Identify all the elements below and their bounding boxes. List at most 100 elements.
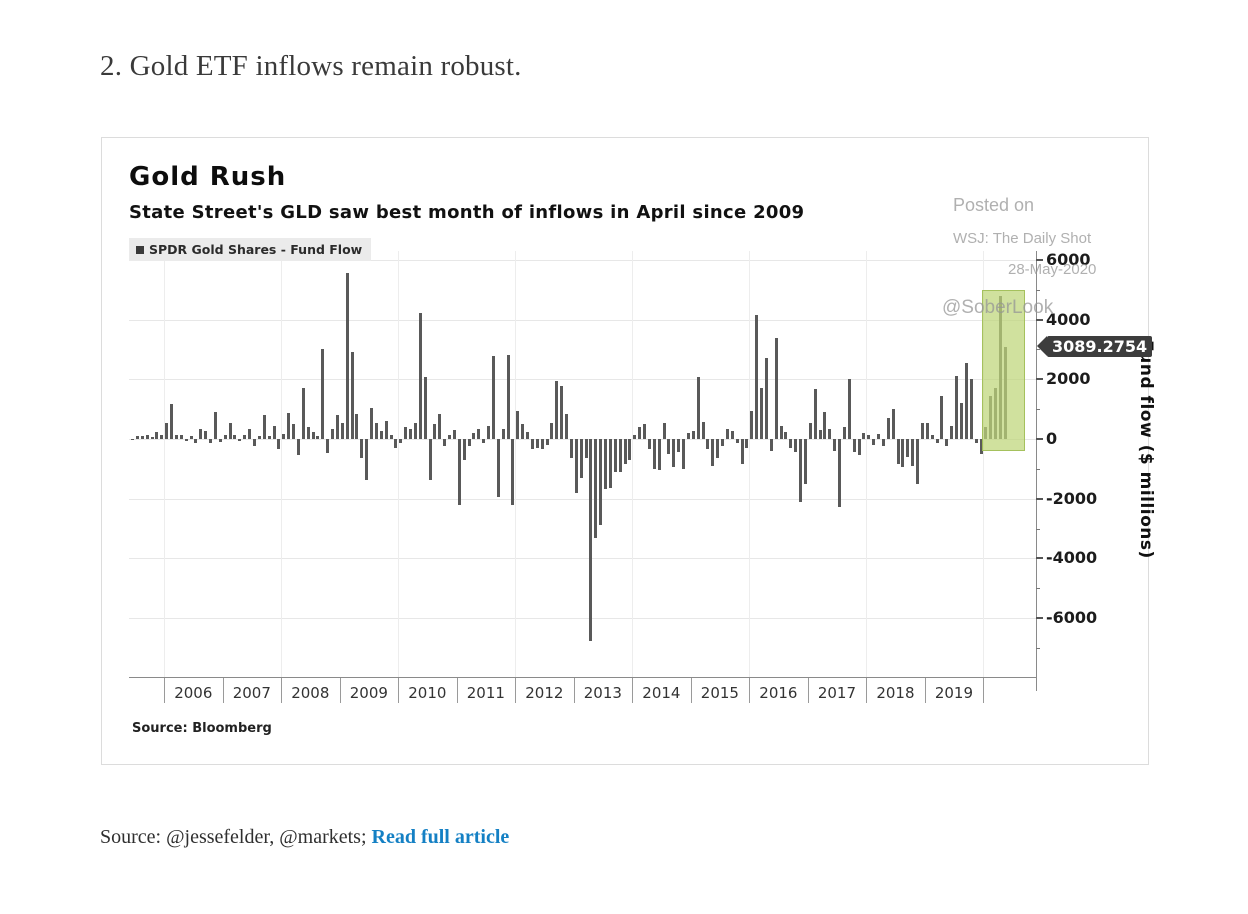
fund-flow-bar (613, 439, 617, 472)
y-axis-tick (1036, 557, 1043, 560)
x-axis-tick (924, 678, 926, 703)
fund-flow-bar (906, 439, 910, 457)
fund-flow-bar (652, 439, 656, 469)
fund-flow-bar (696, 376, 700, 439)
fund-flow-bar (257, 436, 261, 439)
fund-flow-bar (384, 421, 388, 439)
fund-flow-bar (608, 439, 612, 489)
fund-flow-bar (301, 387, 305, 439)
fund-flow-bar (272, 425, 276, 439)
fund-flow-bar (443, 439, 447, 447)
x-tick-label: 2009 (349, 684, 388, 702)
watermark-posted-on: Posted on (953, 195, 1035, 215)
fund-flow-bar (311, 432, 315, 439)
fund-flow-bar (920, 422, 924, 439)
fund-flow-bar (916, 439, 920, 484)
fund-flow-bar (521, 424, 525, 439)
fund-flow-bar (530, 439, 534, 450)
x-axis-tick (690, 678, 692, 703)
fund-flow-bar (526, 431, 530, 439)
fund-flow-bar (150, 437, 154, 439)
fund-flow-bar (930, 434, 934, 439)
fund-flow-bar (686, 433, 690, 439)
fund-flow-bar (467, 439, 471, 447)
fund-flow-bar (740, 439, 744, 465)
y-axis-minor-tick (1036, 409, 1040, 411)
x-axis-tick (866, 678, 868, 703)
x-axis-tick (983, 678, 985, 703)
y-axis-tick (1036, 438, 1043, 440)
fund-flow-bar (209, 439, 213, 443)
gridline-v (515, 251, 517, 677)
fund-flow-bar (267, 436, 271, 439)
fund-flow-bar (160, 434, 164, 439)
fund-flow-bar (755, 314, 759, 439)
fund-flow-bar (462, 439, 466, 460)
fund-flow-bar (823, 412, 827, 439)
chart-subtitle: State Street's GLD saw best month of inf… (129, 202, 805, 223)
fund-flow-bar (409, 428, 413, 439)
fund-flow-bar (662, 422, 666, 439)
gridline-v (632, 251, 634, 677)
fund-flow-bar (218, 439, 222, 442)
fund-flow-bar (491, 356, 495, 439)
fund-flow-bar (238, 439, 242, 441)
x-tick-label: 2016 (759, 684, 798, 702)
fund-flow-bar (472, 433, 476, 439)
fund-flow-bar (847, 379, 851, 439)
fund-flow-bar (657, 439, 661, 471)
fund-flow-bar (789, 439, 793, 448)
x-tick-label: 2013 (583, 684, 622, 702)
fund-flow-bar (867, 434, 871, 439)
x-axis-tick (281, 678, 283, 703)
x-axis-tick (222, 678, 224, 703)
fund-flow-bar (204, 430, 208, 439)
last-value-label: 3089.2754 (1047, 335, 1153, 357)
fund-flow-bar (833, 439, 837, 451)
x-tick-label: 2012 (525, 684, 564, 702)
fund-flow-bar (857, 439, 861, 456)
fund-flow-bar (501, 428, 505, 439)
fund-flow-bar (350, 352, 354, 439)
fund-flow-bar (248, 428, 252, 439)
fund-flow-bar (682, 439, 686, 469)
x-axis-tick (339, 678, 341, 703)
fund-flow-bar (881, 439, 885, 447)
fund-flow-bar (140, 436, 144, 439)
y-axis-tick (1036, 497, 1043, 500)
y-axis-tick (1036, 617, 1043, 620)
fund-flow-bar (394, 439, 398, 448)
y-tick-label: 6000 (1046, 249, 1091, 269)
fund-flow-bar (448, 434, 452, 439)
fund-flow-bar (535, 439, 539, 448)
fund-flow-bar (574, 439, 578, 493)
x-tick-label: 2014 (642, 684, 681, 702)
fund-flow-bar (321, 349, 325, 439)
footer-source-text: Source: @jessefelder, @markets; (100, 826, 372, 848)
read-full-article-link[interactable]: Read full article (371, 826, 510, 848)
fund-flow-bar (769, 439, 773, 451)
x-axis-tick (515, 678, 517, 703)
fund-flow-bar (901, 439, 905, 468)
fund-flow-bar (725, 429, 729, 439)
fund-flow-bar (423, 376, 427, 439)
fund-flow-bar (677, 439, 681, 453)
fund-flow-bar (891, 409, 895, 439)
fund-flow-bar (877, 434, 881, 439)
fund-flow-bar (643, 424, 647, 439)
y-tick-label: 0 (1046, 429, 1058, 448)
x-axis-line (129, 677, 1036, 678)
gridline-v (983, 251, 985, 677)
fund-flow-bar (950, 425, 954, 439)
fund-flow-bar (940, 396, 944, 439)
fund-flow-bar (223, 435, 227, 439)
fund-flow-bar (413, 422, 417, 439)
y-axis-minor-tick (1036, 588, 1040, 590)
fund-flow-bar (184, 439, 188, 442)
chart-source: Source: Bloomberg (132, 721, 272, 736)
fund-flow-bar (750, 410, 754, 439)
fund-flow-bar (194, 439, 198, 444)
fund-flow-bar (628, 439, 632, 460)
y-tick-label: 2000 (1046, 369, 1091, 389)
x-axis-tick (164, 678, 166, 703)
